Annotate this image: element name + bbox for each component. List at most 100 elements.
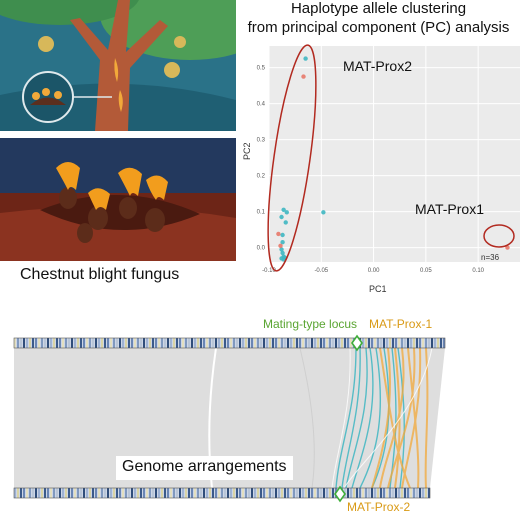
chromosome-stripe	[89, 338, 91, 348]
chromosome-stripe	[281, 488, 283, 498]
chromosome-stripe	[431, 338, 433, 348]
chromosome-stripe	[299, 488, 301, 498]
chromosome-stripe	[356, 488, 358, 498]
data-point	[281, 207, 286, 212]
genome-synteny-diagram	[13, 334, 446, 503]
chromosome-stripe	[263, 338, 265, 348]
chromosome-stripe	[224, 488, 226, 498]
chromosome-stripe	[203, 338, 205, 348]
chromosome-stripe	[416, 338, 418, 348]
chromosome-stripe	[32, 338, 34, 348]
chromosome-stripe	[395, 338, 397, 348]
chromosome-stripe	[71, 488, 73, 498]
chromosome-stripe	[179, 338, 181, 348]
chromosome-stripe	[233, 338, 235, 348]
chromosome-stripe	[269, 338, 271, 348]
plot-panel	[269, 46, 520, 262]
plot-grid	[268, 46, 520, 262]
chromosome-stripe	[35, 338, 37, 348]
chromosome-stripe	[122, 338, 124, 348]
chromosome-stripe	[200, 488, 202, 498]
chromosome-stripe	[170, 488, 172, 498]
chromosome-stripe	[254, 338, 256, 348]
chromosome-top	[13, 337, 446, 349]
chromosome-stripe	[86, 338, 88, 348]
chromosome-stripe	[416, 488, 418, 498]
chromosome-stripe	[287, 338, 289, 348]
chromosome-stripe	[110, 338, 112, 348]
chromosome-stripe	[326, 338, 328, 348]
chromosome-stripe	[344, 338, 346, 348]
chromosome-stripe	[17, 338, 19, 348]
chromosome-stripe	[62, 488, 64, 498]
chromosome-stripe	[362, 338, 364, 348]
chromosome-stripe	[173, 338, 175, 348]
chromosome-stripe	[158, 338, 160, 348]
chromosome-stripe	[170, 338, 172, 348]
chromosome-stripe	[320, 488, 322, 498]
chromosome-stripe	[419, 338, 421, 348]
chromosome-stripe	[389, 338, 391, 348]
chromosome-stripe	[257, 338, 259, 348]
data-point	[280, 232, 285, 238]
chromosome-stripe	[251, 488, 253, 498]
chromosome-stripe	[443, 338, 445, 348]
data-point	[280, 250, 285, 256]
chromosome-stripe	[371, 338, 373, 348]
chromosome-stripe	[242, 488, 244, 498]
chromosome-stripe	[89, 488, 91, 498]
chromosome-stripe	[68, 338, 70, 348]
chromosome-stripe	[266, 338, 268, 348]
chromosome-stripe	[116, 338, 118, 348]
chromosome-stripe	[374, 338, 376, 348]
y-tick-label: 0.5	[257, 66, 266, 72]
chromosome-stripe	[380, 338, 382, 348]
chromosome-stripe	[107, 338, 109, 348]
chromosome-stripe	[410, 338, 412, 348]
chromosome-stripe	[98, 488, 100, 498]
chromosome-stripe	[323, 338, 325, 348]
chromosome-stripe	[296, 488, 298, 498]
chromosome-stripe	[164, 488, 166, 498]
chromosome-stripe	[236, 338, 238, 348]
chromosome-stripe	[62, 338, 64, 348]
chromosome-stripe	[239, 488, 241, 498]
x-tick-label: -0.10	[262, 268, 276, 274]
chromosome-stripe	[95, 488, 97, 498]
chromosome-stripe	[218, 338, 220, 348]
chromosome-stripe	[212, 488, 214, 498]
chromosome-stripe	[146, 338, 148, 348]
data-point	[284, 210, 289, 215]
chromosome-stripe	[140, 338, 142, 348]
pca-title-line1: Haplotype allele clustering	[290, 0, 467, 17]
chromosome-stripe	[236, 488, 238, 498]
chromosome-stripe	[350, 488, 352, 498]
chromosome-stripe	[260, 488, 262, 498]
chromosome-stripe	[218, 488, 220, 498]
chromosome-stripe	[251, 338, 253, 348]
chromosome-stripe	[389, 488, 391, 498]
chromosome-stripe	[149, 338, 151, 348]
chromosome-stripe	[314, 488, 316, 498]
chromosome-stripe	[413, 488, 415, 498]
chromosome-stripe	[161, 488, 163, 498]
chromosome-stripe	[158, 488, 160, 498]
chromosome-stripe	[410, 488, 412, 498]
chromosome-stripe	[143, 338, 145, 348]
chromosome-stripe	[407, 488, 409, 498]
chromosome-stripe	[359, 488, 361, 498]
chromosome-stripe	[404, 338, 406, 348]
chromosome-stripe	[131, 488, 133, 498]
chromosome-bottom	[13, 487, 431, 499]
chromosome-stripe	[287, 488, 289, 498]
chromosome-stripe	[227, 488, 229, 498]
chromosome-outline	[13, 487, 431, 499]
chromosome-stripe	[341, 338, 343, 348]
chromosome-stripe	[152, 488, 154, 498]
chromosome-stripe	[77, 488, 79, 498]
chromosome-stripe	[104, 338, 106, 348]
chromosome-stripe	[245, 488, 247, 498]
data-point	[301, 74, 306, 79]
chromosome-stripe	[347, 338, 349, 348]
chromosome-stripe	[95, 338, 97, 348]
